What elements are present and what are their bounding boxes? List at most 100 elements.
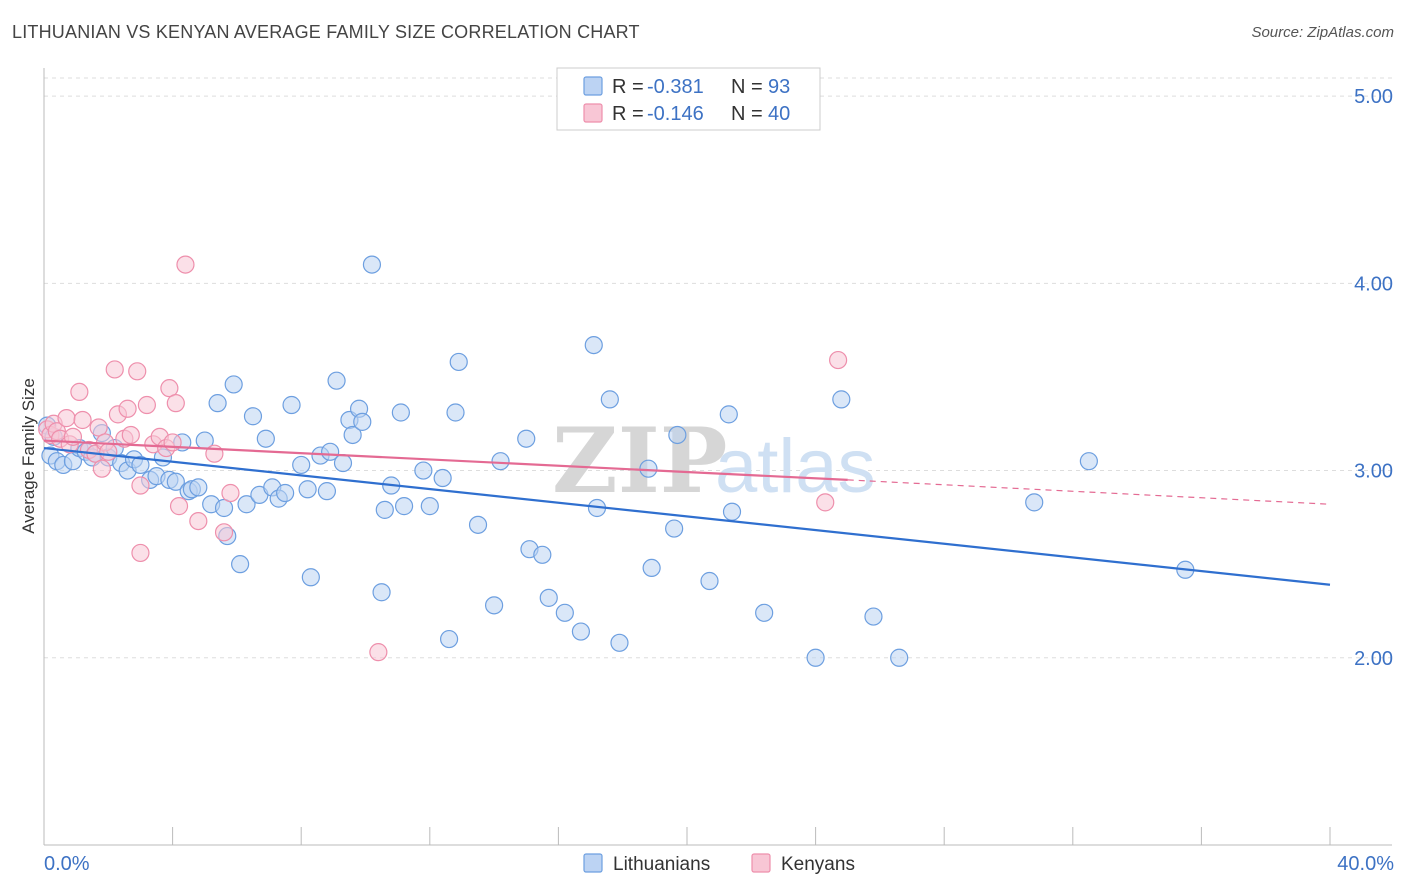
legend-n-value-lithuanians: 93: [768, 76, 790, 98]
lithuanians-point-63: [468, 515, 488, 534]
lithuanians-point-69: [539, 588, 558, 607]
lithuanians-point-60: [439, 629, 459, 649]
bottom-legend-lithuanians: Lithuanians: [613, 854, 710, 875]
lithuanians-point-58: [420, 497, 439, 516]
kenyans-point-20: [121, 425, 140, 445]
x-tick-label-min: 0.0%: [44, 853, 90, 875]
legend-r-value-lithuanians: -0.381: [647, 76, 704, 98]
lithuanians-point-41: [301, 568, 320, 587]
bottom-legend-kenyans: Kenyans: [781, 854, 855, 875]
kenyans-point-16: [105, 360, 124, 379]
legend-n-label-kenyans: N =: [731, 103, 763, 125]
kenyans-point-22: [131, 476, 150, 495]
lithuanians-point-72: [584, 335, 603, 355]
lithuanians-points: [38, 255, 1195, 667]
lithuanians-point-53: [375, 500, 394, 519]
legend-r-value-kenyans: -0.146: [647, 103, 704, 125]
lithuanians-point-39: [292, 455, 311, 475]
lithuanians-point-86: [864, 607, 883, 626]
y-tick-label-2: 4.00: [1354, 273, 1393, 295]
kenyans-point-13: [92, 459, 111, 478]
lithuanians-point-85: [832, 390, 851, 409]
legend-swatch-kenyans: [583, 103, 603, 123]
watermark-zip: ZIP: [552, 408, 727, 514]
kenyans-point-32: [176, 255, 195, 274]
legend: R = -0.381 N = 93 R = -0.146 N = 40: [556, 67, 821, 131]
source-credit: Source: ZipAtlas.com: [1251, 24, 1394, 41]
kenyans-point-33: [189, 511, 208, 531]
lithuanians-point-30: [231, 555, 250, 574]
lithuanians-point-64: [485, 596, 504, 615]
lithuanians-point-62: [449, 352, 468, 372]
lithuanians-trend-line: [43, 446, 1331, 586]
lithuanians-point-56: [394, 497, 414, 516]
kenyans-point-8: [70, 382, 89, 402]
kenyans-point-23: [137, 395, 156, 415]
kenyans-point-29: [166, 394, 185, 413]
lithuanians-point-37: [276, 483, 295, 503]
kenyans-point-12: [89, 418, 108, 437]
lithuanians-point-34: [256, 429, 275, 448]
lithuanians-point-46: [333, 453, 353, 473]
lithuanians-point-52: [372, 583, 391, 602]
legend-r-label-kenyans: R =: [612, 103, 644, 125]
watermark-atlas: atlas: [715, 424, 876, 509]
y-tick-label-1: 3.00: [1354, 461, 1393, 483]
lithuanians-point-26: [208, 394, 227, 413]
lithuanians-point-83: [755, 603, 774, 622]
trend-lines: [43, 439, 1331, 586]
lithuanians-point-38: [282, 395, 301, 415]
kenyans-point-37: [369, 643, 388, 662]
x-tick-label-max: 40.0%: [1337, 853, 1394, 875]
lithuanians-point-70: [555, 603, 574, 622]
lithuanians-point-32: [243, 407, 263, 426]
lithuanians-point-31: [237, 495, 256, 514]
legend-r-label-lithuanians: R =: [612, 76, 644, 98]
lithuanians-point-84: [806, 648, 825, 667]
lithuanians-point-19: [166, 472, 185, 491]
lithuanians-point-88: [1025, 493, 1044, 512]
bottom-legend: Lithuanians Kenyans: [583, 853, 855, 875]
lithuanians-point-77: [642, 558, 661, 578]
legend-n-label-lithuanians: N =: [731, 76, 763, 98]
bottom-legend-swatch-kenyans: [751, 853, 771, 873]
lithuanians-point-59: [433, 468, 452, 488]
lithuanians-point-61: [446, 403, 465, 422]
lithuanians-point-50: [353, 412, 372, 431]
lithuanians-point-44: [321, 442, 340, 461]
lithuanians-point-51: [362, 255, 382, 274]
lithuanians-point-27: [214, 498, 234, 518]
kenyans-point-5: [57, 409, 76, 428]
lithuanians-point-71: [571, 622, 591, 641]
kenyans-point-31: [169, 497, 189, 516]
kenyans-trend-line: [43, 439, 848, 482]
kenyans-point-39: [829, 350, 848, 370]
lithuanians-point-76: [639, 459, 658, 478]
legend-swatch-lithuanians: [583, 76, 603, 96]
lithuanians-point-74: [600, 390, 619, 409]
kenyans-point-36: [221, 483, 240, 503]
lithuanians-point-78: [665, 519, 684, 538]
y-tick-label-3: 5.00: [1354, 86, 1393, 108]
lithuanians-point-40: [298, 480, 317, 499]
kenyans-point-28: [163, 433, 182, 452]
lithuanians-point-79: [668, 425, 687, 445]
lithuanians-point-89: [1079, 452, 1098, 471]
legend-n-value-kenyans: 40: [768, 103, 790, 125]
y-axis-title: Average Family Size: [19, 378, 38, 534]
lithuanians-point-81: [719, 405, 738, 424]
kenyans-trend-extension: [847, 479, 1331, 505]
kenyans-point-38: [816, 493, 835, 512]
chart-title: LITHUANIAN VS KENYAN AVERAGE FAMILY SIZE…: [12, 22, 640, 42]
lithuanians-point-23: [189, 478, 208, 497]
lithuanians-point-55: [391, 403, 410, 422]
kenyans-point-21: [128, 362, 147, 381]
kenyans-point-27: [160, 379, 179, 398]
lithuanians-point-43: [317, 482, 337, 501]
lithuanians-point-48: [343, 425, 362, 445]
lithuanians-point-65: [491, 452, 510, 471]
lithuanians-point-66: [517, 429, 536, 448]
y-tick-labels: 2.00 3.00 4.00 5.00: [1354, 86, 1393, 670]
lithuanians-point-45: [327, 371, 346, 390]
